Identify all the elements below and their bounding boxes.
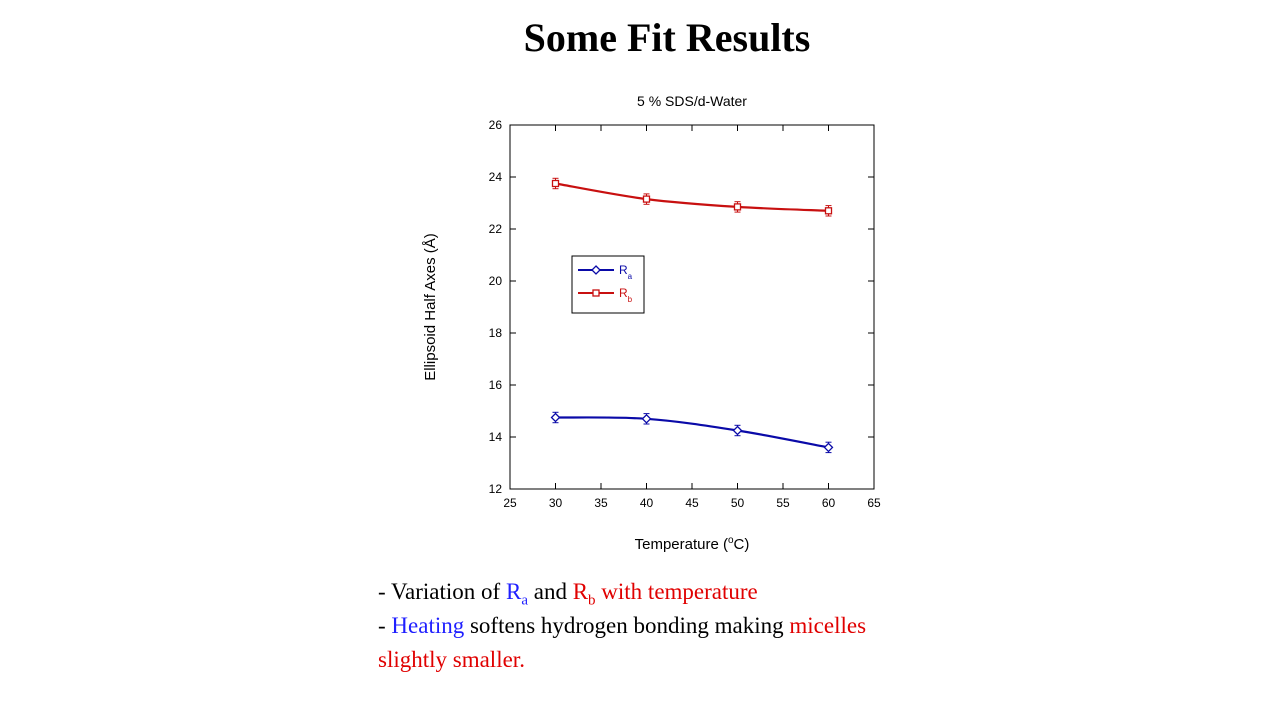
y-tick-label: 24 bbox=[489, 170, 503, 184]
data-point bbox=[824, 207, 833, 215]
note-line-2: - Heating softens hydrogen bonding makin… bbox=[378, 609, 978, 643]
data-point bbox=[642, 195, 651, 203]
data-point bbox=[641, 413, 652, 424]
x-tick-label: 25 bbox=[503, 496, 517, 510]
x-tick-label: 50 bbox=[731, 496, 745, 510]
note1-tail: with temperature bbox=[595, 579, 758, 604]
rb-symbol: Rb bbox=[572, 579, 596, 609]
note2-heating: Heating bbox=[391, 613, 465, 638]
x-tick-label: 55 bbox=[776, 496, 790, 510]
notes: - Variation of Ra and Rb with temperatur… bbox=[378, 575, 978, 677]
data-point bbox=[823, 442, 834, 453]
legend-marker bbox=[591, 265, 601, 275]
y-tick-label: 26 bbox=[489, 118, 503, 132]
chart-title: 5 % SDS/d-Water bbox=[637, 93, 747, 109]
y-tick-label: 14 bbox=[489, 430, 503, 444]
note2-middle: softens hydrogen bonding making bbox=[464, 613, 790, 638]
note2-dash: - bbox=[378, 613, 392, 638]
x-tick-label: 35 bbox=[594, 496, 608, 510]
y-tick-label: 18 bbox=[489, 326, 503, 340]
x-axis-label: Temperature (oC) bbox=[635, 535, 750, 553]
legend-label: Ra bbox=[619, 263, 633, 281]
x-tick-label: 60 bbox=[822, 496, 836, 510]
slide-title: Some Fit Results bbox=[523, 15, 811, 60]
y-tick-label: 22 bbox=[489, 222, 503, 236]
y-tick-label: 20 bbox=[489, 274, 503, 288]
ra-symbol: Ra bbox=[505, 579, 528, 609]
y-tick-label: 12 bbox=[489, 482, 503, 496]
series-line bbox=[555, 182, 829, 212]
x-axis: 25 30 35 40 45 50 55 60 65 bbox=[503, 125, 881, 510]
chart-svg: 5 % SDS/d-Water 12 14 16 18 20 22 24 26 25 30 35 4… bbox=[422, 93, 881, 553]
series-line bbox=[555, 416, 829, 449]
data-point bbox=[732, 425, 743, 436]
series-Ra bbox=[550, 411, 834, 454]
plot-frame bbox=[509, 124, 875, 490]
legend-label: Rb bbox=[619, 286, 633, 304]
x-tick-label: 45 bbox=[685, 496, 699, 510]
note-line-3: slightly smaller. bbox=[378, 647, 525, 672]
x-tick-label: 30 bbox=[549, 496, 563, 510]
note1-and: and bbox=[527, 579, 573, 604]
y-axis: 12 14 16 18 20 22 24 26 bbox=[489, 118, 874, 496]
y-tick-label: 16 bbox=[489, 378, 503, 392]
note-line-1: - Variation of Ra and Rb with temperatur… bbox=[378, 575, 978, 609]
data-point bbox=[551, 179, 560, 188]
series-layer bbox=[550, 177, 834, 454]
chart: 5 % SDS/d-Water 12 14 16 18 20 22 24 26 25 30 35 4… bbox=[400, 85, 900, 560]
x-tick-label: 40 bbox=[640, 496, 654, 510]
legend-marker bbox=[592, 289, 600, 297]
x-tick-label: 65 bbox=[867, 496, 881, 510]
note2-micelles: micelles bbox=[789, 613, 867, 638]
note1-dash: - Variation of bbox=[378, 579, 506, 604]
data-point bbox=[550, 412, 561, 423]
data-point bbox=[733, 203, 742, 211]
legend: Ra Rb bbox=[571, 255, 645, 314]
y-axis-label: Ellipsoid Half Axes (Å) bbox=[422, 233, 439, 381]
series-Rb bbox=[551, 177, 833, 217]
legend-box bbox=[571, 255, 645, 314]
